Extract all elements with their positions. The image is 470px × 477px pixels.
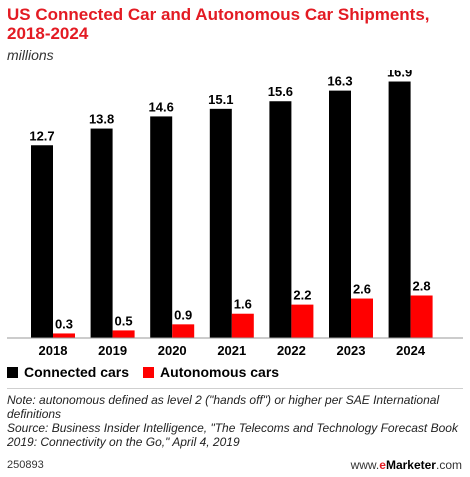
- bar-connected-2024: [388, 81, 411, 339]
- bar-connected-2021: [209, 108, 232, 338]
- chart-notes: Note: autonomous defined as level 2 ("ha…: [7, 393, 463, 449]
- brand-e: e: [379, 458, 386, 472]
- data-label-autonomous-2023: 2.6: [353, 282, 371, 297]
- bar-autonomous-2019: [112, 330, 135, 338]
- emarketer-logo: www.eMarketer.com: [351, 458, 462, 472]
- legend-item-connected: Connected cars: [7, 364, 129, 380]
- legend-swatch-connected: [7, 366, 18, 378]
- chart-id: 250893: [7, 459, 44, 471]
- chart-title: US Connected Car and Autonomous Car Ship…: [7, 5, 430, 43]
- x-tick-label-2020: 2020: [158, 343, 187, 358]
- data-label-connected-2024: 16.9: [387, 70, 412, 80]
- data-label-connected-2021: 15.1: [208, 92, 233, 107]
- x-tick-label-2018: 2018: [39, 343, 68, 358]
- bar-connected-2022: [269, 101, 292, 338]
- bar-autonomous-2018: [53, 333, 75, 338]
- brand-name: Marketer: [385, 458, 436, 472]
- bar-connected-2020: [150, 116, 173, 339]
- x-tick-label-2022: 2022: [277, 343, 306, 358]
- note-source: Source: Business Insider Intelligence, "…: [7, 421, 458, 449]
- data-label-autonomous-2019: 0.5: [115, 313, 133, 328]
- legend-swatch-autonomous: [143, 366, 155, 378]
- chart-subtitle: millions: [7, 47, 54, 63]
- legend-label-connected: Connected cars: [24, 364, 130, 380]
- data-label-autonomous-2024: 2.8: [413, 279, 431, 294]
- bar-connected-2019: [90, 128, 113, 338]
- bar-autonomous-2021: [231, 313, 254, 338]
- data-label-connected-2019: 13.8: [89, 112, 114, 127]
- notes-divider: [7, 388, 463, 389]
- bar-connected-2018: [31, 145, 53, 338]
- bar-autonomous-2024: [410, 295, 433, 338]
- legend-label-autonomous: Autonomous cars: [160, 364, 280, 380]
- data-label-autonomous-2018: 0.3: [55, 316, 73, 331]
- data-label-connected-2018: 12.7: [29, 128, 54, 143]
- bar-autonomous-2023: [351, 298, 373, 338]
- note-definition: Note: autonomous defined as level 2 ("ha…: [7, 393, 440, 421]
- data-label-connected-2020: 14.6: [149, 99, 174, 114]
- data-label-connected-2023: 16.3: [327, 74, 352, 89]
- x-tick-label-2019: 2019: [98, 343, 127, 358]
- data-label-connected-2022: 15.6: [268, 84, 293, 99]
- legend: Connected cars Autonomous cars: [7, 364, 293, 380]
- brand-suffix: .com: [435, 458, 462, 472]
- bar-connected-2023: [329, 90, 351, 338]
- brand-prefix: www.: [350, 458, 380, 472]
- x-tick-label-2023: 2023: [337, 343, 366, 358]
- data-label-autonomous-2021: 1.6: [234, 297, 252, 312]
- legend-item-autonomous: Autonomous cars: [143, 364, 279, 380]
- bar-chart: 12.7 0.3 2018 13.8 0.5 2019 14.6 0.9 2020 15.1 1.6…: [7, 70, 463, 358]
- bar-autonomous-2022: [291, 304, 314, 338]
- data-label-autonomous-2022: 2.2: [293, 288, 311, 303]
- x-tick-label-2021: 2021: [217, 343, 246, 358]
- x-tick-label-2024: 2024: [396, 343, 426, 358]
- data-label-autonomous-2020: 0.9: [174, 307, 192, 322]
- bar-autonomous-2020: [172, 324, 195, 338]
